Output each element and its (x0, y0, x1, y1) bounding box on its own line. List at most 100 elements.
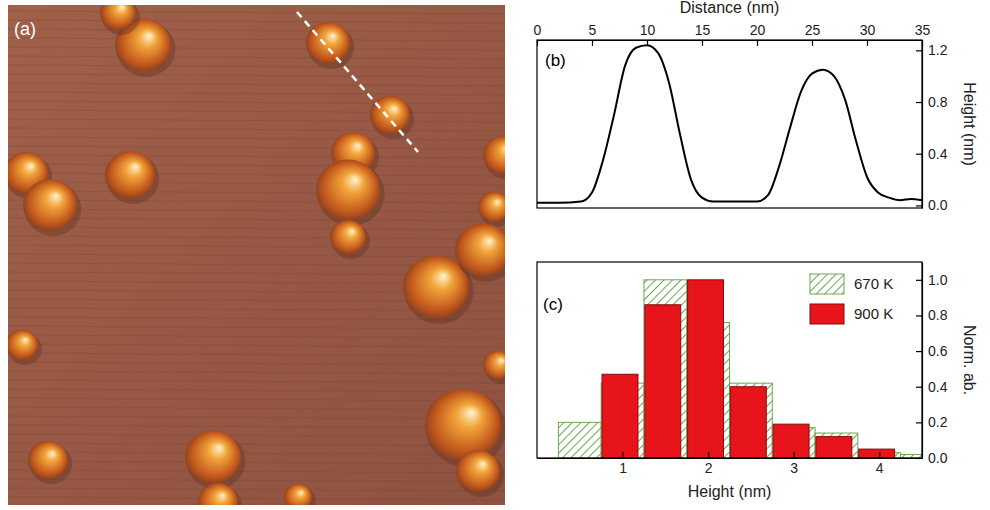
terrace-line (8, 155, 505, 158)
terrace-line (8, 20, 505, 23)
terrace-line (8, 128, 505, 131)
tick: 0.4 (916, 379, 948, 395)
y-axis: 0.0 0.2 0.4 0.6 0.8 1.0 (916, 263, 948, 466)
tick: 15 (695, 22, 711, 46)
x-axis: 1234 (538, 452, 923, 476)
tick: 0.8 (916, 307, 948, 323)
tick-label: 20 (750, 22, 766, 38)
image-area (8, 5, 505, 505)
substrate (8, 5, 505, 505)
tick-label: 35 (915, 22, 931, 38)
tick: 0.4 (916, 146, 948, 162)
particle (23, 179, 77, 230)
tick-mark (916, 154, 922, 155)
profile-line (297, 12, 418, 152)
particle (100, 5, 136, 30)
terrace-line (8, 218, 505, 221)
tick-label: 0.8 (928, 94, 948, 110)
terrace-line (8, 182, 505, 185)
particle (284, 484, 312, 505)
legend-label: 900 K (854, 305, 893, 322)
histogram-bar (602, 374, 638, 458)
legend-swatch (810, 304, 844, 324)
tick-label: 0.8 (928, 307, 948, 323)
terrace-line (8, 74, 505, 77)
plot-area (537, 45, 922, 203)
line-panel: 051015202530350.00.40.81.2(b)Distance (n… (534, 0, 978, 213)
tick: 0.0 (916, 450, 948, 466)
terrace-line (8, 236, 505, 239)
terrace-line (8, 209, 505, 212)
terrace-line (8, 227, 505, 230)
terrace-line (8, 119, 505, 122)
tick-label: 1.2 (928, 42, 948, 58)
particle (483, 351, 505, 380)
particle (198, 483, 238, 505)
terrace-line (8, 56, 505, 59)
histogram-bar (816, 437, 852, 458)
y-axis-title: Height (nm) (961, 82, 978, 166)
tick-mark (879, 452, 880, 458)
profile-curve (537, 45, 922, 203)
particle (370, 96, 410, 134)
tick-mark (812, 40, 813, 46)
axis-line (922, 41, 923, 209)
terrace-line (8, 137, 505, 140)
histogram-bar (688, 280, 724, 458)
terrace-line (8, 497, 505, 500)
x-axis-title: Height (nm) (688, 483, 772, 500)
tick: 0.8 (916, 94, 948, 110)
terrace-line (8, 29, 505, 32)
plot-area (558, 280, 922, 458)
tick: 30 (860, 22, 876, 46)
terrace-line (8, 353, 505, 356)
tick-label: 1.0 (928, 272, 948, 288)
terrace-line (8, 362, 505, 365)
terrace-line (8, 110, 505, 113)
figure: (a)051015202530350.00.40.81.2(b)Distance… (0, 0, 990, 510)
particle (185, 430, 241, 483)
histogram-bar (558, 422, 601, 458)
tick: 0.6 (916, 343, 948, 359)
terrace-line (8, 245, 505, 248)
tick-mark (916, 315, 922, 316)
legend-entry: 670 K (810, 274, 893, 294)
tick-label: 3 (790, 460, 798, 476)
legend: 670 K 900 K (810, 274, 893, 324)
particle (456, 450, 500, 492)
terrace-line (8, 173, 505, 176)
tick-label: 0.6 (928, 343, 948, 359)
terrace-line (8, 389, 505, 392)
tick: 0.2 (916, 414, 948, 430)
tick-mark (867, 40, 868, 46)
tick-label: 0.4 (928, 146, 948, 162)
terrace-line (8, 335, 505, 338)
terrace-line (8, 470, 505, 473)
terrace-line (8, 101, 505, 104)
plot-frame (537, 262, 922, 458)
tick-label: 0 (534, 22, 542, 38)
particle (455, 223, 505, 276)
tick: 1 (619, 452, 627, 476)
tick-label: 4 (876, 460, 884, 476)
terrace-line (8, 11, 505, 14)
tick: 10 (640, 22, 656, 46)
tick-label: 0.2 (928, 414, 948, 430)
terrace-line (8, 200, 505, 203)
tick-mark (702, 40, 703, 46)
tick-mark (916, 458, 922, 459)
series (558, 280, 922, 458)
tick-mark (916, 205, 922, 206)
stm-image: (a) (4, 0, 527, 510)
terrace-line (8, 488, 505, 491)
tick: 1.0 (916, 272, 948, 288)
tick-mark (708, 452, 709, 458)
tick-mark (916, 50, 922, 51)
particle (483, 136, 505, 174)
terrace-line (8, 344, 505, 347)
y-axis-title: Norm. ab. (961, 325, 978, 395)
terrace-line (8, 38, 505, 41)
terrace-line (8, 326, 505, 329)
histogram-bar (645, 305, 681, 458)
particle (478, 192, 505, 222)
